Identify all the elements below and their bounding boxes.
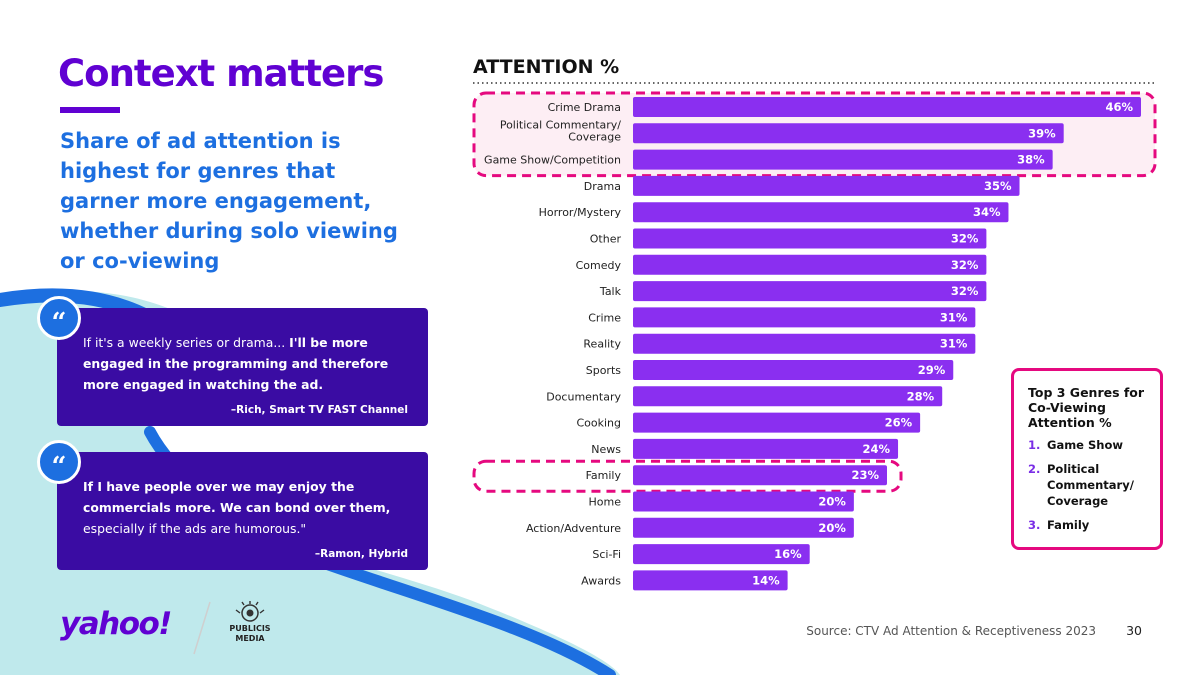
bar-value-label: 35% [984, 179, 1012, 193]
bar-value-label: 14% [752, 573, 780, 587]
bar [633, 202, 1009, 223]
bar-value-label: 20% [818, 495, 846, 509]
title-underline [60, 107, 120, 113]
bar-value-label: 38% [1017, 153, 1045, 167]
category-label: Other [590, 233, 622, 246]
quote-card-rich: “ If it's a weekly series or drama... I'… [37, 296, 428, 426]
page-number: 30 [1126, 623, 1142, 638]
yahoo-logo: yahoo! [60, 606, 172, 642]
publicis-line: PUBLICIS [229, 624, 271, 633]
quote-text: If it's a weekly series or drama... I'll… [83, 332, 403, 395]
category-label: Crime Drama [548, 101, 621, 114]
bar-value-label: 31% [940, 337, 968, 351]
callout-item: 3. Family [1028, 517, 1158, 533]
source-note: Source: CTV Ad Attention & Receptiveness… [806, 624, 1096, 638]
category-label: Horror/Mystery [539, 206, 622, 219]
bar [633, 123, 1064, 144]
category-label: Family [586, 469, 622, 482]
bar [633, 438, 899, 459]
bar [633, 228, 987, 249]
callout-item-label: Game Show [1047, 438, 1123, 452]
bar-value-label: 31% [940, 310, 968, 324]
callout-title: Top 3 Genres for Co-Viewing Attention % [1028, 385, 1145, 430]
quote-icon: “ [37, 296, 81, 340]
quote-text-bold: If I have people over we may enjoy the c… [83, 479, 391, 515]
callout-item-number: 2. [1028, 462, 1041, 476]
teal-wave-shape [0, 290, 620, 675]
category-label: Awards [581, 574, 621, 587]
category-label: Comedy [576, 259, 622, 272]
quote-text: If I have people over we may enjoy the c… [83, 476, 403, 539]
callout-item-number: 1. [1028, 438, 1041, 452]
bar [633, 386, 943, 407]
category-label: Documentary [546, 390, 621, 403]
chart-title: ATTENTION % [473, 56, 620, 78]
highlight-box [472, 459, 903, 493]
bar-value-label: 34% [973, 205, 1001, 219]
bar [633, 281, 987, 302]
bar-value-label: 32% [951, 258, 979, 272]
quote-text-plain: especially if the ads are humorous." [83, 521, 307, 536]
bar [633, 412, 921, 433]
category-label: Game Show/Competition [484, 154, 621, 167]
callout-item-number: 3. [1028, 518, 1041, 532]
callout-item-label: Political Commentary/ Coverage [1047, 462, 1134, 508]
bar [633, 491, 854, 512]
category-label: Crime [588, 311, 621, 324]
quote-text-bold: I'll be more engaged in the programming … [83, 335, 389, 392]
bar-value-label: 23% [851, 468, 879, 482]
bar-value-label: 32% [951, 284, 979, 298]
bar-value-label: 32% [951, 232, 979, 246]
page-title: Context matters [58, 52, 384, 95]
bar [633, 517, 854, 538]
category-label: Action/Adventure [526, 522, 621, 535]
bar [633, 307, 976, 328]
page-subtitle: Share of ad attention is highest for gen… [60, 129, 398, 273]
quote-card-ramon: “ If I have people over we may enjoy the… [37, 440, 428, 570]
bar-value-label: 39% [1028, 126, 1056, 140]
bar-value-label: 24% [863, 442, 891, 456]
quote-attribution: –Rich, Smart TV FAST Channel [230, 404, 408, 416]
publicis-media-wordmark: PUBLICIS MEDIA [214, 624, 286, 644]
bar [633, 175, 1020, 196]
category-label: Sci-Fi [592, 548, 621, 561]
logo-divider [193, 601, 211, 655]
bar [633, 570, 788, 591]
publicis-media-logo: PUBLICIS MEDIA [214, 600, 286, 648]
callout-item: 2. Political Commentary/ Coverage [1028, 461, 1158, 509]
category-label: Reality [583, 338, 621, 351]
quote-text-plain: If it's a weekly series or drama... [83, 335, 290, 350]
bar [633, 333, 976, 354]
callout-item-label: Family [1047, 518, 1090, 532]
bar [633, 544, 810, 565]
bar [633, 360, 954, 380]
category-label: Drama [584, 180, 621, 193]
bar [633, 149, 1053, 170]
co-viewing-callout: Top 3 Genres for Co-Viewing Attention % … [1011, 368, 1163, 550]
bar [633, 254, 987, 275]
bar-value-label: 16% [774, 547, 802, 561]
bar [633, 465, 887, 486]
category-label: Talk [599, 285, 622, 298]
lion-emblem-icon [235, 601, 265, 622]
quote-attribution: –Ramon, Hybrid [314, 548, 408, 560]
category-label: Political Commentary/Coverage [500, 118, 621, 143]
bar [633, 97, 1141, 117]
bar-value-label: 26% [885, 416, 913, 430]
media-line: MEDIA [235, 634, 265, 643]
category-label: News [591, 443, 621, 456]
bar-value-label: 20% [818, 521, 846, 535]
category-label: Cooking [576, 417, 621, 430]
bar-value-label: 28% [907, 389, 935, 403]
callout-item: 1. Game Show [1028, 437, 1158, 453]
bar-value-label: 46% [1105, 100, 1133, 114]
callout-list: 1. Game Show 2. Political Commentary/ Cove… [1028, 437, 1158, 541]
category-label: Sports [586, 364, 622, 377]
category-label: Home [589, 496, 622, 509]
bar-value-label: 29% [918, 363, 946, 377]
quote-icon: “ [37, 440, 81, 484]
